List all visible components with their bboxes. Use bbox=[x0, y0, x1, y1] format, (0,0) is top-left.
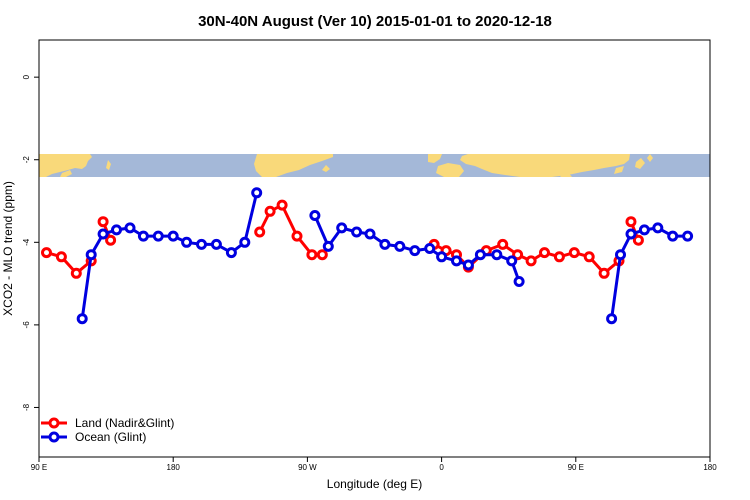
data-point-land bbox=[568, 247, 580, 259]
x-tick-label: 180 bbox=[703, 463, 717, 472]
x-tick-label: 90 E bbox=[568, 463, 584, 472]
data-point-land bbox=[525, 255, 537, 267]
legend-label-land: Land (Nadir&Glint) bbox=[75, 416, 174, 430]
data-point-ocean bbox=[251, 187, 263, 199]
y-tick-label: -8 bbox=[22, 403, 31, 411]
data-point-ocean bbox=[394, 240, 406, 252]
data-point-ocean bbox=[436, 251, 448, 263]
data-point-land bbox=[55, 251, 67, 263]
data-point-ocean bbox=[652, 222, 664, 234]
data-point-ocean bbox=[424, 243, 436, 254]
legend-marker-land bbox=[48, 417, 60, 429]
data-point-ocean bbox=[85, 249, 97, 261]
data-point-land bbox=[291, 230, 303, 242]
data-point-ocean bbox=[364, 228, 376, 240]
data-point-ocean bbox=[451, 255, 462, 267]
data-point-land bbox=[264, 205, 276, 217]
data-point-ocean bbox=[336, 222, 348, 234]
data-point-ocean bbox=[196, 238, 207, 250]
data-point-ocean bbox=[638, 224, 650, 236]
data-point-land bbox=[41, 247, 52, 259]
map-strip bbox=[39, 154, 710, 177]
series-line-ocean bbox=[610, 226, 688, 319]
data-point-ocean bbox=[111, 224, 122, 236]
data-point-ocean bbox=[379, 238, 391, 250]
series-line-land bbox=[46, 251, 93, 275]
data-point-ocean bbox=[606, 313, 618, 325]
data-point-land bbox=[254, 226, 266, 238]
data-point-land bbox=[306, 249, 318, 261]
x-tick-label: 180 bbox=[167, 463, 181, 472]
data-point-ocean bbox=[309, 210, 321, 221]
data-point-ocean bbox=[351, 226, 363, 238]
data-point-ocean bbox=[491, 249, 503, 261]
data-point-ocean bbox=[462, 259, 474, 271]
data-point-ocean bbox=[625, 228, 637, 240]
y-axis: 0 -2 -4 -6 -8 bbox=[22, 74, 39, 411]
x-axis-label: Longitude (deg E) bbox=[327, 477, 422, 491]
data-point-land bbox=[512, 249, 524, 261]
series-ocean bbox=[76, 187, 694, 325]
data-point-land bbox=[97, 216, 109, 228]
data-point-land bbox=[583, 251, 595, 263]
data-point-ocean bbox=[137, 230, 149, 242]
map-land bbox=[39, 154, 653, 177]
data-point-ocean bbox=[167, 230, 179, 242]
data-point-land bbox=[70, 267, 82, 279]
data-point-land bbox=[632, 234, 644, 246]
data-point-ocean bbox=[474, 249, 486, 261]
legend-label-ocean: Ocean (Glint) bbox=[75, 430, 146, 444]
data-point-ocean bbox=[682, 230, 694, 242]
data-point-ocean bbox=[409, 245, 421, 257]
data-point-land bbox=[625, 216, 637, 228]
data-point-ocean bbox=[97, 228, 109, 240]
data-point-ocean bbox=[181, 236, 193, 248]
x-tick-label: 90 W bbox=[298, 463, 317, 472]
y-axis-label: XCO2 - MLO trend (ppm) bbox=[1, 181, 15, 316]
series-land bbox=[41, 199, 644, 279]
data-point-ocean bbox=[667, 230, 679, 242]
data-point-ocean bbox=[210, 238, 222, 250]
data-point-ocean bbox=[152, 230, 164, 242]
x-axis: 90 E 180 90 W 0 90 E 180 bbox=[31, 457, 717, 472]
plot-frame bbox=[38, 39, 711, 458]
x-tick-label: 0 bbox=[439, 463, 444, 472]
y-tick-label: -4 bbox=[22, 238, 31, 246]
legend: Land (Nadir&Glint) Ocean (Glint) bbox=[41, 416, 174, 444]
data-point-ocean bbox=[124, 222, 136, 234]
data-point-land bbox=[497, 238, 509, 250]
y-tick-label: 0 bbox=[22, 74, 31, 79]
x-tick-label: 90 E bbox=[31, 463, 47, 472]
chart-title: 30N-40N August (Ver 10) 2015-01-01 to 20… bbox=[198, 13, 552, 30]
data-point-ocean bbox=[513, 276, 525, 287]
series-line-ocean bbox=[313, 214, 521, 283]
y-tick-label: -6 bbox=[22, 321, 31, 329]
data-point-ocean bbox=[615, 249, 626, 261]
data-point-land bbox=[539, 247, 550, 259]
data-point-land bbox=[105, 234, 117, 246]
data-point-land bbox=[276, 199, 288, 211]
data-point-ocean bbox=[506, 255, 518, 267]
legend-marker-ocean bbox=[48, 431, 60, 443]
data-point-land bbox=[316, 249, 328, 261]
series-layer bbox=[41, 187, 694, 325]
data-point-land bbox=[553, 251, 565, 263]
data-point-ocean bbox=[76, 313, 88, 325]
data-point-ocean bbox=[239, 236, 251, 248]
data-point-ocean bbox=[225, 247, 237, 259]
data-point-land bbox=[598, 267, 610, 279]
data-point-ocean bbox=[322, 240, 334, 252]
y-tick-label: -2 bbox=[22, 156, 31, 164]
